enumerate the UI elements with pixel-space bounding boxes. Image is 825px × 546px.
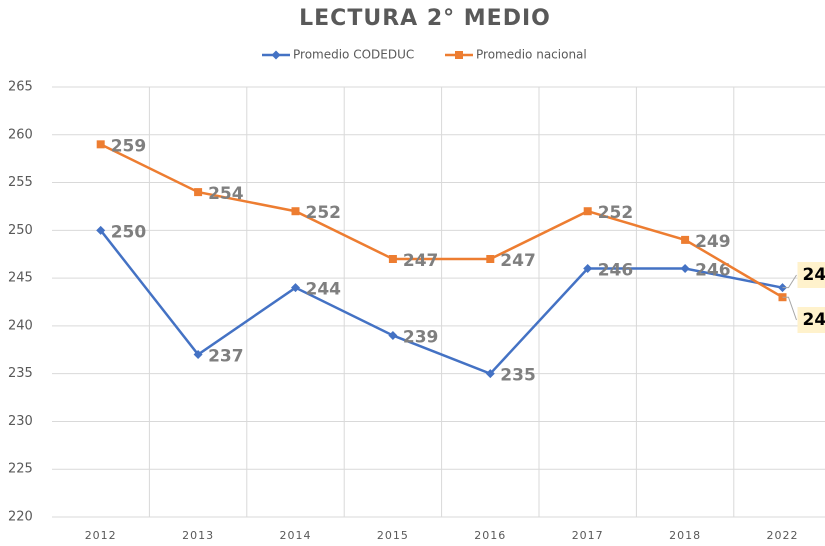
point bbox=[194, 188, 203, 197]
y-tick-label: 230 bbox=[8, 414, 33, 429]
data-label: 259 bbox=[111, 136, 147, 156]
data-label: 247 bbox=[403, 251, 439, 271]
leader-line bbox=[782, 296, 797, 321]
point bbox=[96, 225, 106, 235]
point bbox=[681, 235, 690, 244]
series-line bbox=[100, 143, 784, 299]
x-tick-label: 2022 bbox=[767, 529, 799, 542]
x-tick-label: 2016 bbox=[474, 529, 506, 542]
point bbox=[96, 140, 105, 149]
x-tick-label: 2017 bbox=[572, 529, 604, 542]
data-label: 250 bbox=[111, 222, 147, 242]
data-label: 235 bbox=[500, 366, 536, 386]
chart-title: LECTURA 2° MEDIO bbox=[299, 6, 551, 31]
data-label: 252 bbox=[306, 203, 342, 223]
data-label: 244 bbox=[306, 280, 342, 300]
data-label: 244 bbox=[803, 265, 825, 285]
data-label: 246 bbox=[598, 261, 634, 281]
y-tick-label: 220 bbox=[8, 510, 33, 525]
data-label: 237 bbox=[208, 347, 244, 367]
data-label: 249 bbox=[695, 232, 731, 252]
point bbox=[291, 283, 300, 293]
y-tick-label: 260 bbox=[8, 127, 33, 142]
y-tick-label: 265 bbox=[8, 80, 33, 95]
legend-label: Promedio CODEDUC bbox=[293, 48, 414, 62]
legend-marker bbox=[271, 50, 281, 60]
y-tick-label: 245 bbox=[8, 271, 33, 286]
y-tick-label: 225 bbox=[8, 462, 33, 477]
point bbox=[680, 264, 690, 274]
x-tick-label: 2014 bbox=[280, 529, 312, 542]
point bbox=[583, 207, 592, 216]
point bbox=[486, 255, 495, 263]
point bbox=[193, 350, 203, 360]
leader-line bbox=[782, 274, 797, 289]
point bbox=[291, 207, 300, 216]
point bbox=[388, 330, 398, 340]
x-tick-label: 2013 bbox=[182, 529, 214, 542]
data-label: 247 bbox=[500, 251, 536, 271]
series-line bbox=[99, 229, 783, 376]
legend-marker bbox=[455, 51, 463, 59]
data-label: 254 bbox=[208, 184, 244, 204]
point bbox=[583, 264, 593, 274]
y-tick-label: 240 bbox=[8, 318, 33, 333]
point bbox=[485, 369, 495, 379]
legend-label: Promedio nacional bbox=[476, 48, 587, 62]
callout-box bbox=[797, 262, 825, 288]
y-tick-label: 255 bbox=[8, 175, 33, 190]
data-label: 252 bbox=[598, 203, 634, 223]
y-tick-label: 235 bbox=[8, 366, 33, 381]
x-tick-label: 2012 bbox=[85, 529, 117, 542]
data-label: 246 bbox=[695, 261, 731, 281]
point bbox=[388, 255, 397, 263]
x-tick-label: 2018 bbox=[669, 529, 701, 542]
data-label: 239 bbox=[403, 327, 439, 347]
x-tick-label: 2015 bbox=[377, 529, 409, 542]
callout-box bbox=[797, 307, 825, 333]
data-label: 243 bbox=[803, 310, 825, 330]
y-tick-label: 250 bbox=[8, 223, 33, 238]
